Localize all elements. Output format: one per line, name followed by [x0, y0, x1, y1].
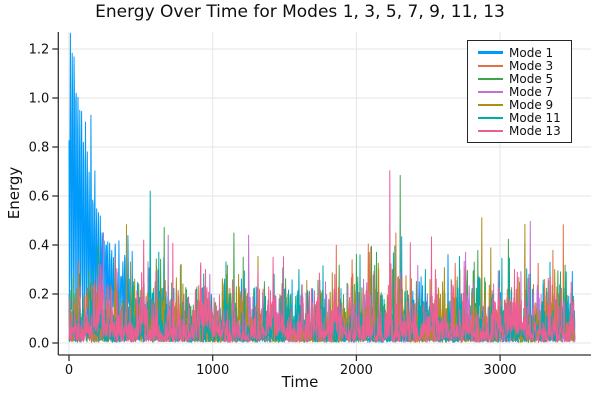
legend-line-sample-mode-5 [478, 77, 503, 80]
legend-row: Mode 11 [468, 111, 571, 124]
y-tick-label: 0.2 [29, 288, 50, 303]
legend-row: Mode 1 [468, 46, 571, 59]
x-tick-label: 1000 [196, 363, 229, 378]
x-tick-label: 3000 [484, 363, 517, 378]
chart-title: Energy Over Time for Modes 1, 3, 5, 7, 9… [95, 2, 505, 22]
legend-label: Mode 13 [509, 124, 561, 139]
legend-label: Mode 1 [509, 45, 554, 60]
x-tick-label: 0 [65, 363, 73, 378]
axes: 0 1000 2000 3000 0.0 0.2 0.4 0.6 0.8 1.0 1.2 [29, 32, 591, 378]
y-tick-label: 1.0 [29, 92, 50, 107]
legend-line-sample-mode-9 [478, 103, 503, 107]
gridlines [58, 32, 591, 355]
legend-line-sample-mode-11 [478, 116, 503, 120]
legend: Mode 1 Mode 3 Mode 5 Mode 7 Mode 9 Mode … [467, 40, 572, 143]
y-tick-label: 0.4 [29, 239, 50, 254]
legend-row: Mode 5 [468, 72, 571, 85]
legend-line-sample-mode-1 [478, 51, 503, 54]
y-tick-label: 0.6 [29, 190, 50, 205]
legend-label: Mode 9 [509, 97, 554, 112]
y-tick-label: 0.0 [29, 337, 50, 352]
legend-line-sample-mode-3 [478, 64, 503, 67]
legend-line-sample-mode-13 [478, 130, 503, 133]
y-tick-label: 0.8 [29, 141, 50, 156]
legend-label: Mode 5 [509, 71, 554, 86]
legend-label: Mode 7 [509, 84, 554, 99]
legend-row: Mode 9 [468, 98, 571, 111]
legend-line-sample-mode-7 [478, 90, 503, 93]
legend-row: Mode 13 [468, 125, 571, 138]
legend-label: Mode 3 [509, 58, 554, 73]
legend-row: Mode 3 [468, 59, 571, 72]
y-tick-label: 1.2 [29, 43, 50, 58]
legend-row: Mode 7 [468, 85, 571, 98]
legend-label: Mode 11 [509, 111, 561, 126]
series-lines [68, 32, 576, 343]
x-axis-label: Time [281, 373, 319, 391]
x-tick-label: 2000 [340, 363, 373, 378]
series-line-mode-13 [68, 170, 576, 343]
